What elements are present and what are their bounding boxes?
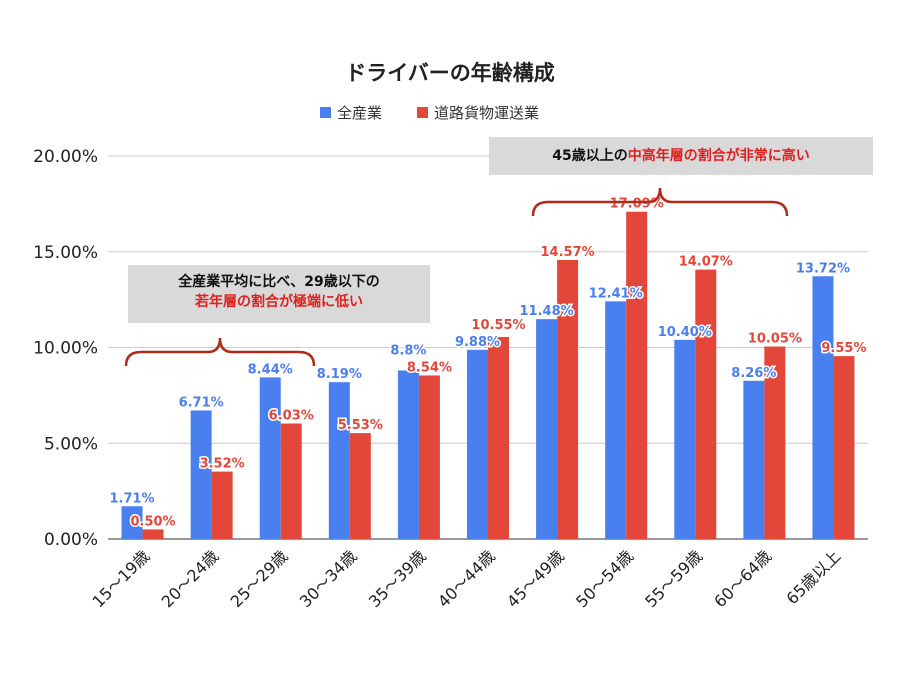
data-label: 14.07%: [679, 255, 733, 270]
bar: [605, 301, 627, 539]
y-tick-label: 0.00%: [44, 530, 98, 550]
data-label: 13.72%: [796, 261, 850, 276]
x-tick-label: 30〜34歳: [296, 546, 361, 611]
bar: [626, 211, 648, 539]
bar: [833, 356, 855, 539]
legend-label: 全産業: [337, 104, 382, 122]
x-tick-label: 25〜29歳: [227, 546, 292, 611]
bracket-young: [124, 337, 316, 367]
data-label: 10.40%: [658, 325, 712, 340]
data-label: 8.26%: [731, 366, 776, 381]
data-label: 0.50%: [130, 514, 175, 529]
data-label: 8.44%: [248, 362, 293, 377]
annotation-old-prefix: 45歳以上の: [552, 148, 628, 164]
legend-swatch: [417, 107, 428, 118]
x-tick-label: 15〜19歳: [89, 546, 154, 611]
bar: [536, 319, 558, 539]
bar: [349, 433, 371, 539]
bar: [467, 349, 488, 539]
x-tick-label: 50〜54歳: [572, 546, 637, 611]
data-label: 12.41%: [589, 286, 643, 301]
x-tick-label: 55〜59歳: [641, 546, 706, 611]
data-label: 17.09%: [610, 197, 664, 212]
bar: [764, 346, 786, 539]
bar: [557, 259, 579, 539]
annotation-old-red: 中高年層の割合が非常に高い: [627, 148, 810, 164]
data-label: 10.55%: [471, 318, 525, 333]
data-label: 9.88%: [455, 335, 500, 350]
legend-swatch: [320, 107, 331, 118]
data-label: 3.52%: [200, 457, 245, 472]
data-label: 8.8%: [390, 343, 426, 358]
y-tick-label: 5.00%: [44, 434, 98, 454]
bar: [259, 377, 281, 539]
bar: [418, 375, 440, 539]
x-tick-label: 40〜44歳: [434, 546, 499, 611]
data-label: 11.48%: [520, 304, 574, 319]
x-tick-label: 65歳以上: [782, 546, 844, 608]
bar: [280, 423, 302, 539]
annotation-young-line1: 全産業平均に比べ、29歳以下の: [178, 274, 380, 290]
bar: [743, 380, 765, 539]
annotation-young: 全産業平均に比べ、29歳以下の 若年層の割合が極端に低い: [128, 265, 430, 323]
bar: [397, 370, 419, 539]
y-tick-label: 10.00%: [33, 339, 98, 359]
data-label: 10.05%: [748, 332, 802, 347]
legend-label: 道路貨物運送業: [434, 104, 539, 122]
x-tick-label: 35〜39歳: [365, 546, 430, 611]
bar: [812, 276, 834, 539]
annotation-old: 45歳以上の中高年層の割合が非常に高い: [489, 137, 873, 175]
bar: [488, 336, 509, 539]
bar: [328, 382, 350, 539]
chart-title: ドライバーの年齢構成: [345, 61, 555, 85]
data-label: 6.03%: [269, 409, 314, 424]
bar: [211, 471, 233, 539]
annotation-young-line2: 若年層の割合が極端に低い: [195, 294, 363, 310]
data-label: 8.54%: [407, 360, 452, 375]
bar: [674, 339, 696, 539]
x-tick-label: 45〜49歳: [503, 546, 568, 611]
bar: [190, 410, 212, 539]
bracket-old: [531, 187, 789, 217]
data-label: 14.57%: [541, 245, 595, 260]
y-tick-label: 20.00%: [33, 147, 98, 167]
data-label: 5.53%: [338, 418, 383, 433]
bar: [142, 529, 164, 539]
y-tick-label: 15.00%: [33, 243, 98, 263]
x-tick-label: 20〜24歳: [158, 546, 223, 611]
x-tick-label: 60〜64歳: [710, 546, 775, 611]
bar: [121, 506, 143, 539]
data-label: 6.71%: [179, 396, 224, 411]
data-label: 8.19%: [317, 367, 362, 382]
data-label: 9.55%: [821, 341, 866, 356]
bar: [695, 269, 717, 539]
data-label: 1.71%: [109, 491, 154, 506]
